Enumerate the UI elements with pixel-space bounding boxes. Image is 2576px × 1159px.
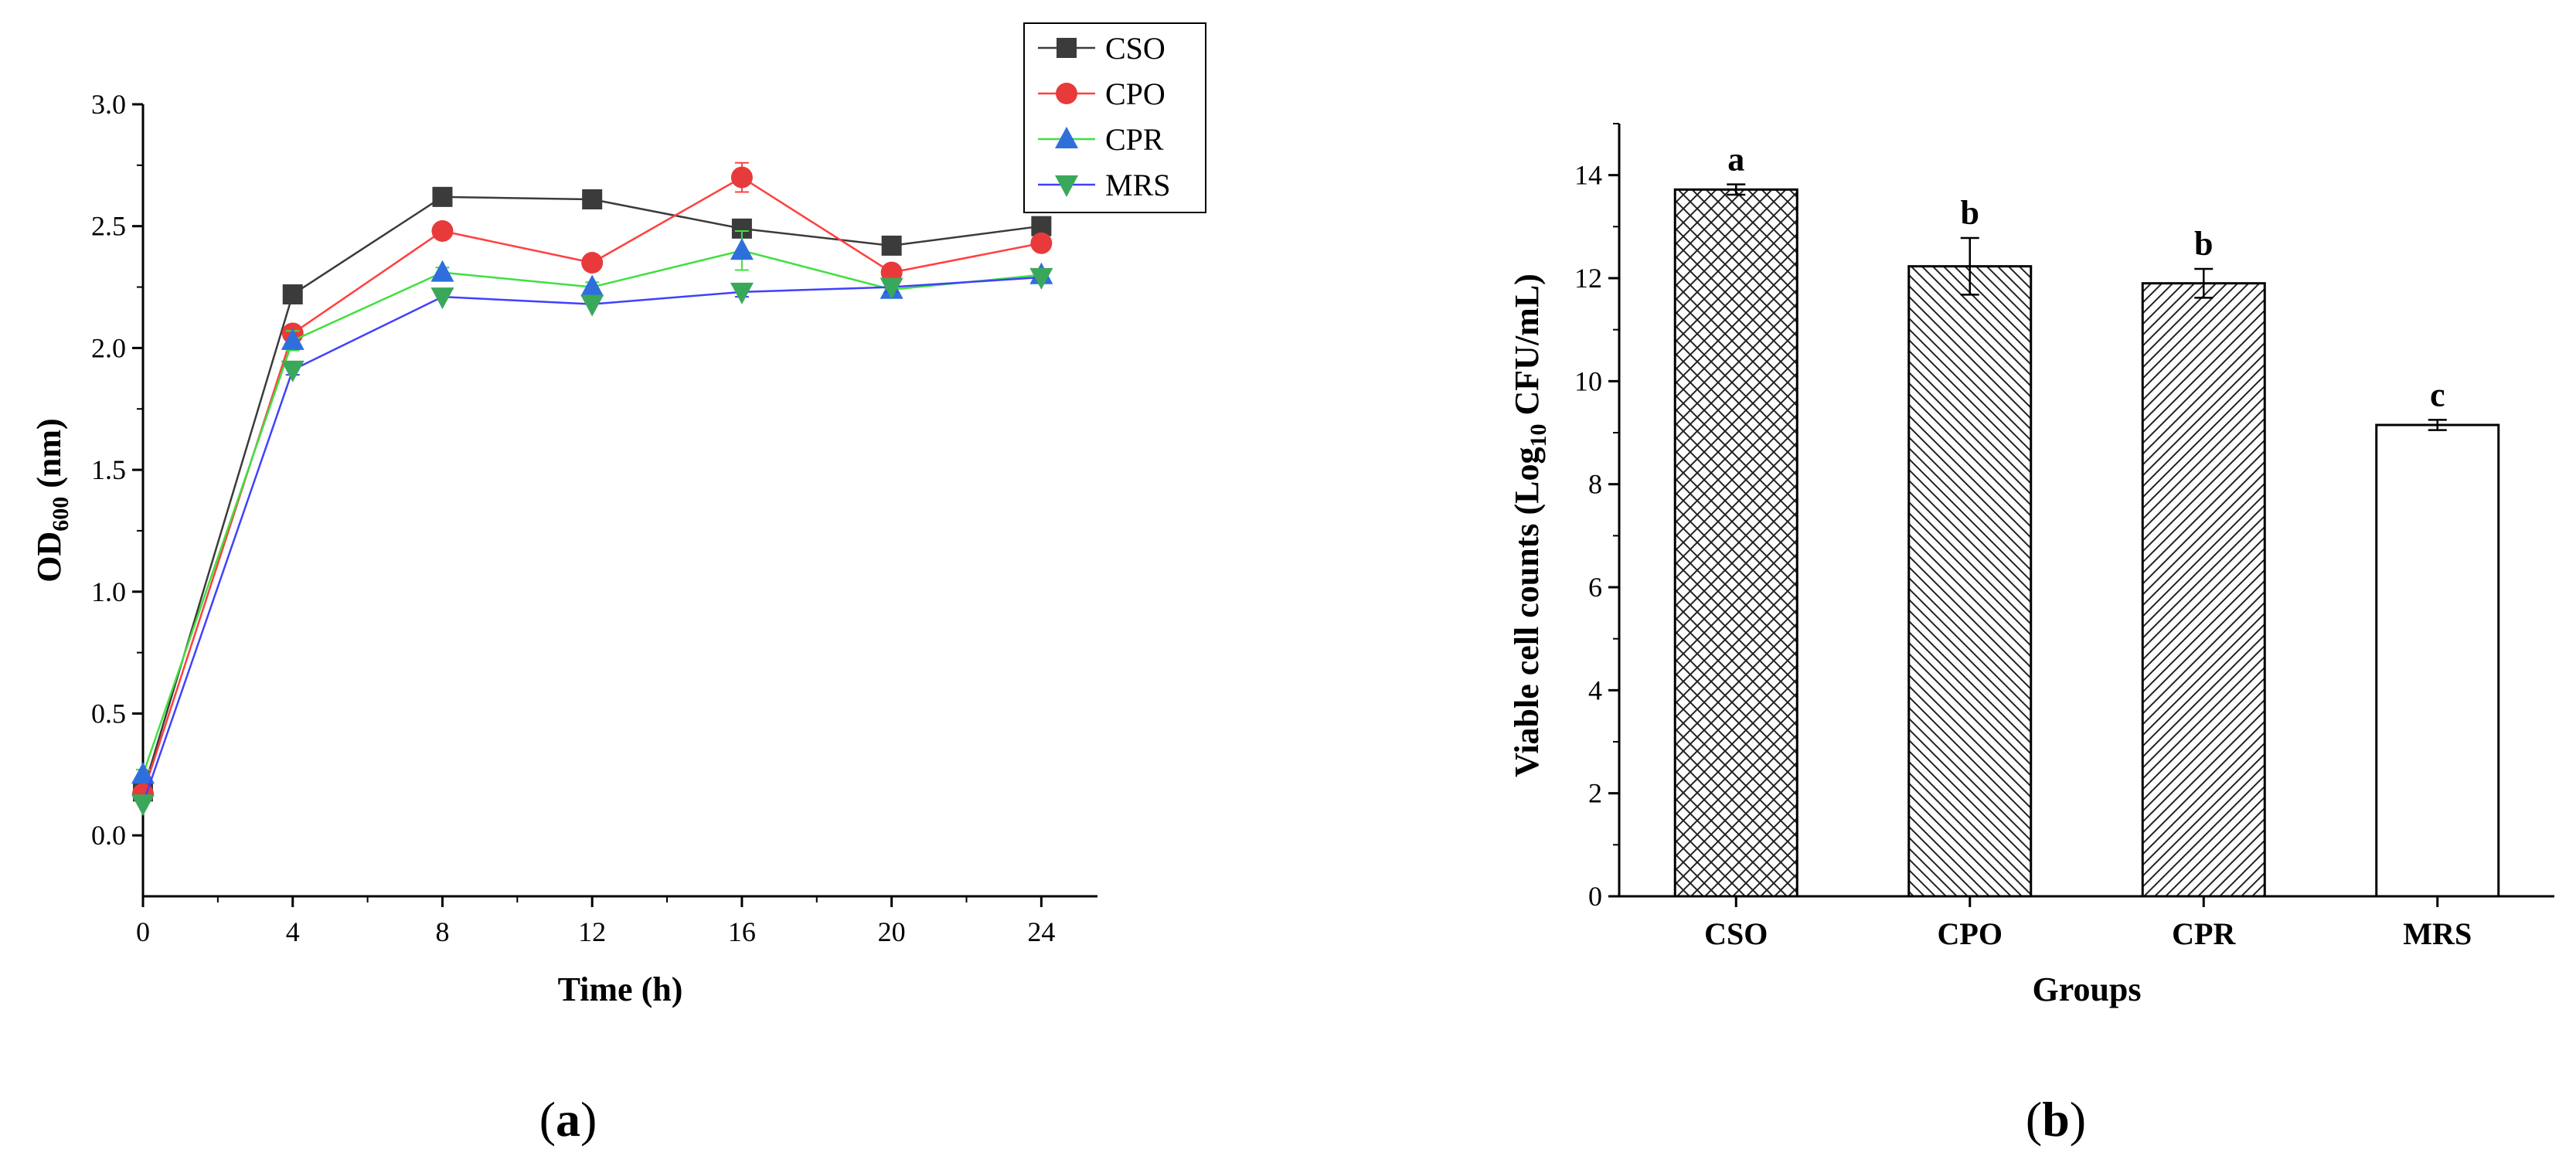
significance-label: b xyxy=(2194,225,2213,263)
x-tick-label: 8 xyxy=(435,916,449,947)
panel-letter-a: a xyxy=(556,1092,580,1147)
bar xyxy=(1675,189,1797,896)
line-chart-series xyxy=(131,163,1053,816)
legend-label: MRS xyxy=(1105,168,1171,202)
y-tick-label: 1.5 xyxy=(91,454,126,485)
viable-cell-bar-chart: 0 2 4 6 8 10 12 14 CSO a CPO b CPR b MRS c Groups Viab… xyxy=(1508,124,2554,1008)
legend-label: CPR xyxy=(1105,122,1164,157)
data-point xyxy=(731,167,753,189)
y-tick-label: 2 xyxy=(1588,778,1602,809)
category-label: CPR xyxy=(2172,916,2236,951)
y-tick-label: 0.0 xyxy=(91,820,126,851)
series-line xyxy=(143,277,1041,804)
data-point xyxy=(131,794,155,816)
y-title-base: Viable cell counts (Log xyxy=(1508,447,1546,777)
significance-label: c xyxy=(2430,376,2445,413)
bar-group-cpo: CPO b xyxy=(1909,194,2031,951)
y-tick-label: 14 xyxy=(1574,160,1602,191)
series-cpo xyxy=(132,163,1052,805)
y-title-subscript: 10 xyxy=(1526,423,1551,447)
y-tick-label: 2.5 xyxy=(91,211,126,242)
bar-group-cpr: CPR b xyxy=(2142,225,2265,951)
line-chart-x-axis-title: Time (h) xyxy=(558,970,683,1008)
significance-label: b xyxy=(1961,194,1979,232)
bar xyxy=(1909,267,2031,896)
y-tick-label: 10 xyxy=(1574,365,1602,396)
y-tick-label: 8 xyxy=(1588,469,1602,500)
legend-marker xyxy=(1056,83,1077,104)
line-chart-y-axis-title: OD600 (nm) xyxy=(30,418,73,582)
category-label: CPO xyxy=(1938,916,2003,951)
data-point xyxy=(432,187,452,207)
x-tick-label: 0 xyxy=(136,916,150,947)
y-tick-label: 12 xyxy=(1574,263,1602,294)
bar-chart-x-axis-title: Groups xyxy=(2032,970,2141,1008)
y-tick-label: 0.5 xyxy=(91,698,126,729)
bar-group-cso: CSO a xyxy=(1675,141,1797,951)
data-point xyxy=(1030,233,1052,254)
data-point xyxy=(882,236,902,256)
panel-label-a: (a) xyxy=(539,1092,597,1147)
y-title-subscript: 600 xyxy=(48,497,73,532)
panel-letter-b: b xyxy=(2042,1092,2070,1147)
bar xyxy=(2142,284,2265,896)
line-chart-legend: CSO CPO CPR MRS xyxy=(1024,23,1206,212)
y-tick-label: 2.0 xyxy=(91,332,126,363)
x-tick-label: 20 xyxy=(878,916,906,947)
legend-marker xyxy=(1057,38,1077,58)
x-tick-label: 24 xyxy=(1027,916,1055,947)
y-tick-label: 1.0 xyxy=(91,576,126,607)
category-label: MRS xyxy=(2403,916,2472,951)
figure: 0.00.51.01.52.02.53.00 4 8 12 16 20 24 Time (h… xyxy=(0,0,2576,1159)
data-point xyxy=(430,260,454,282)
x-tick-label: 16 xyxy=(728,916,756,947)
y-tick-label: 4 xyxy=(1588,675,1602,705)
series-mrs xyxy=(131,268,1053,816)
data-point xyxy=(283,284,303,304)
data-point xyxy=(580,295,604,317)
data-point xyxy=(430,287,454,309)
data-point xyxy=(281,361,305,382)
data-point xyxy=(581,252,603,274)
bar-group-mrs: MRS c xyxy=(2377,376,2499,951)
category-label: CSO xyxy=(1704,916,1768,951)
y-tick-label: 0 xyxy=(1588,881,1602,912)
bar-chart-y-axis-title: Viable cell counts (Log10 CFU/mL) xyxy=(1508,274,1551,777)
y-title-rest: (nm) xyxy=(30,418,68,496)
y-tick-label: 3.0 xyxy=(91,89,126,120)
data-point xyxy=(431,220,453,242)
legend-label: CSO xyxy=(1105,31,1165,66)
legend-label: CPO xyxy=(1105,76,1165,111)
data-point xyxy=(582,189,602,209)
x-tick-label: 4 xyxy=(286,916,300,947)
bar-chart-bars: CSO a CPO b CPR b MRS c xyxy=(1675,141,2499,951)
y-tick-label: 6 xyxy=(1588,572,1602,603)
panel-label-b: (b) xyxy=(2026,1092,2086,1147)
data-point xyxy=(730,238,754,260)
series-line xyxy=(143,250,1041,774)
y-title-rest: CFU/mL) xyxy=(1508,274,1546,423)
significance-label: a xyxy=(1727,141,1744,178)
bar xyxy=(2377,425,2499,896)
x-tick-label: 12 xyxy=(578,916,606,947)
growth-curve-chart: 0.0 0.5 1.0 1.5 2.0 2.5 3.0 0 4 8 12 16 20 24 Time (h… xyxy=(30,23,1206,1008)
y-title-base: OD xyxy=(30,532,68,583)
